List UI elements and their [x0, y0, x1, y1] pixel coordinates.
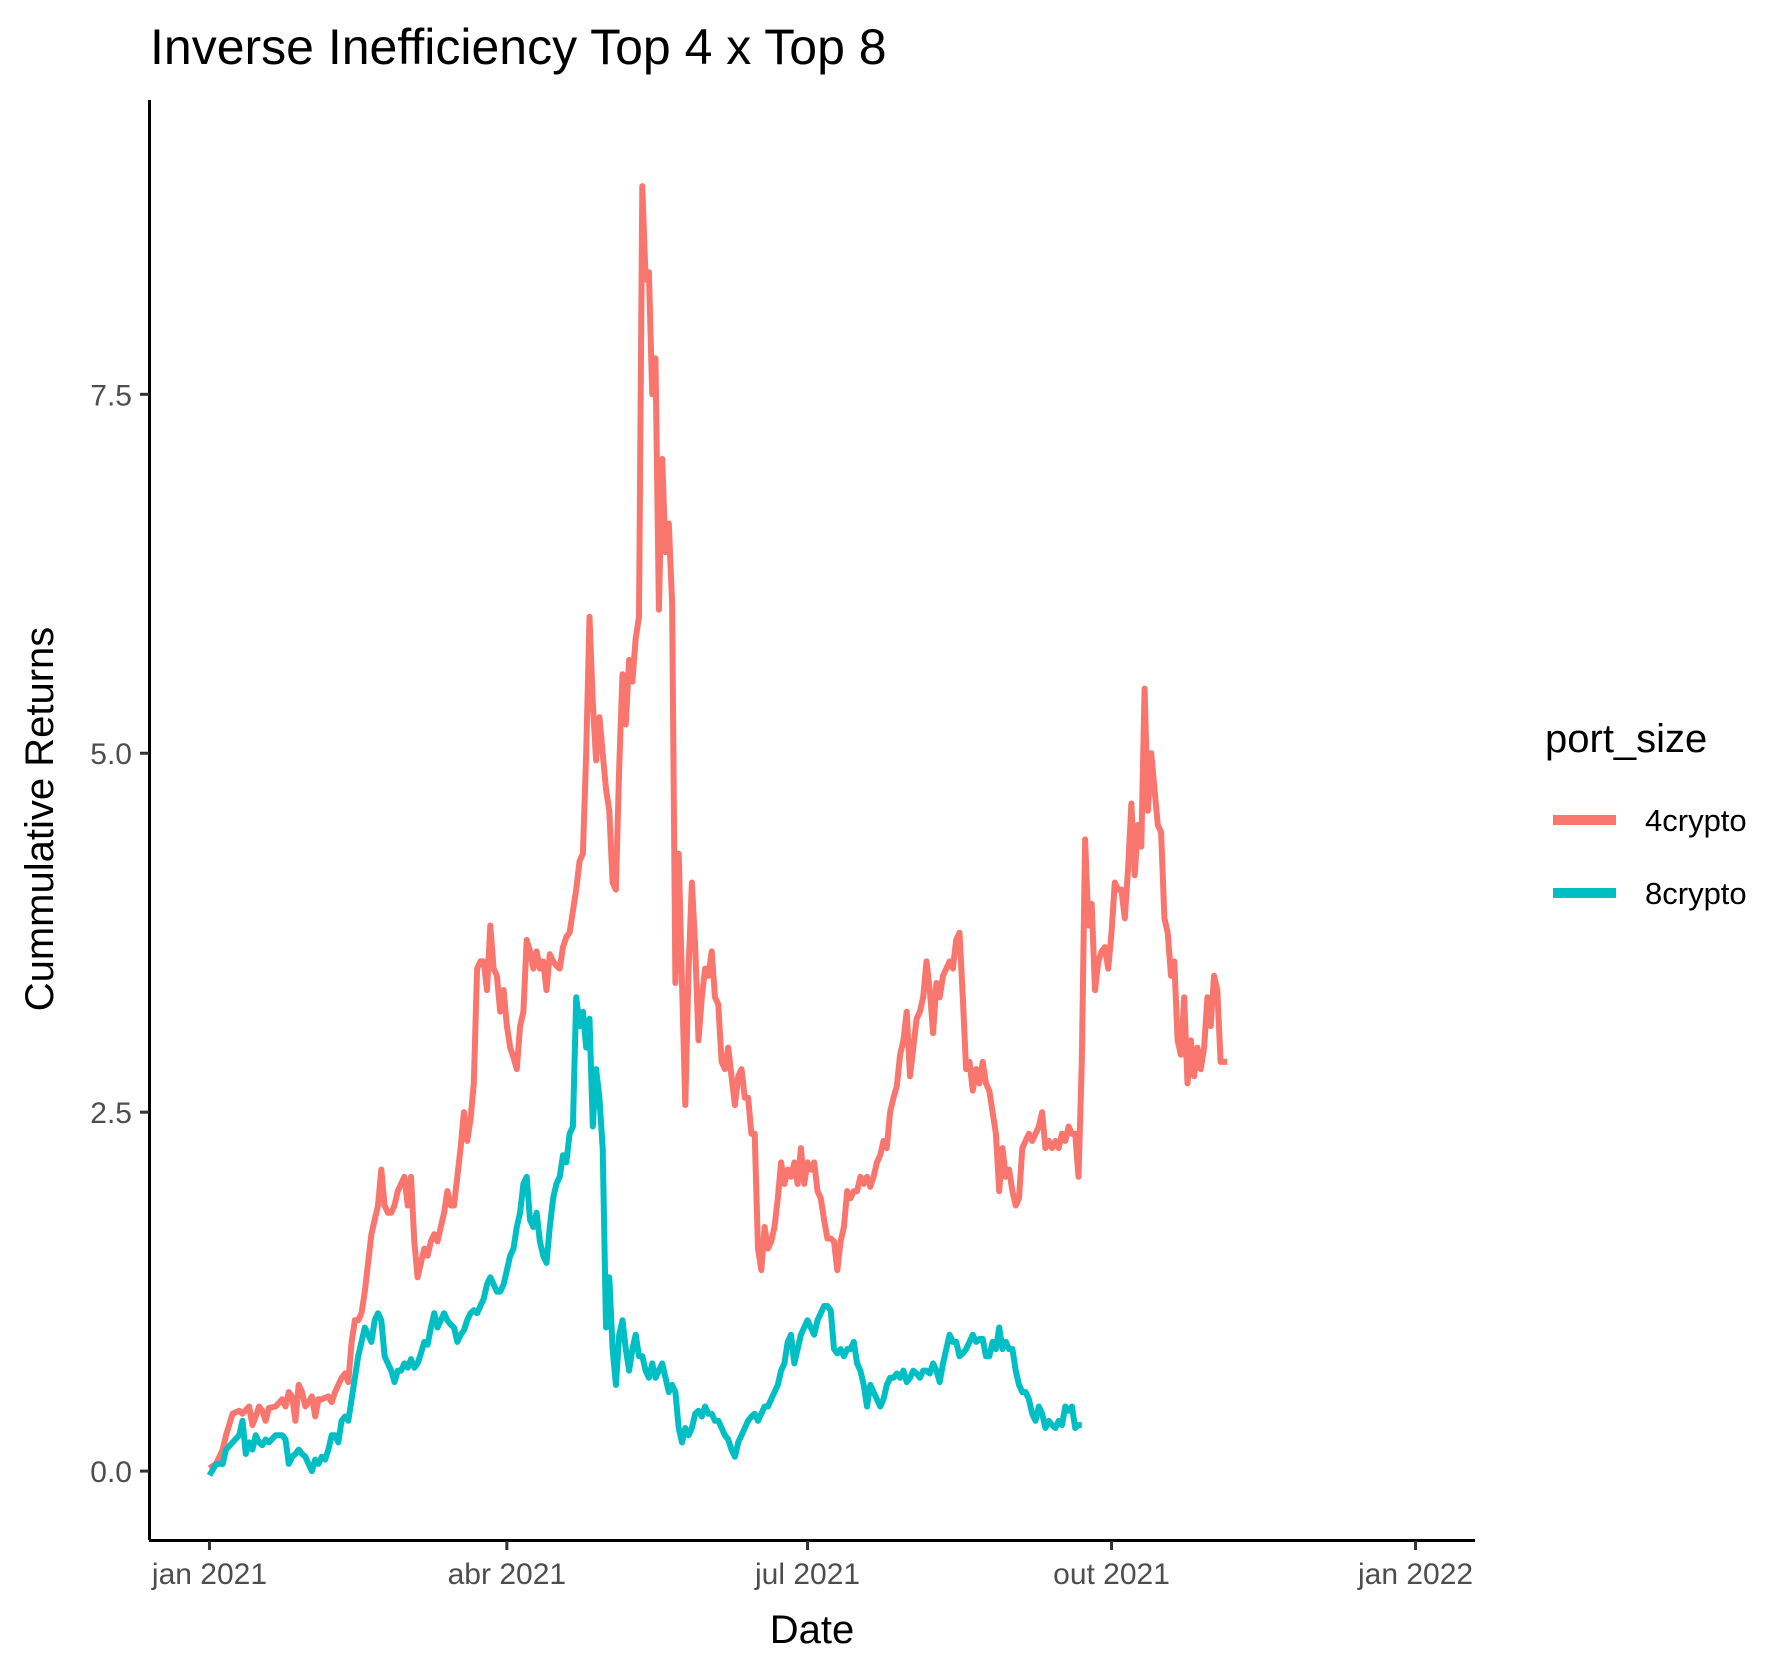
legend-label-4crypto: 4crypto	[1645, 803, 1747, 838]
y-tick-label: 2.5	[90, 1097, 132, 1130]
y-axis-ticks: 0.0 2.5 5.0 7.5	[90, 379, 149, 1489]
legend-label-8crypto: 8crypto	[1645, 876, 1747, 911]
chart-title: Inverse Inefficiency Top 4 x Top 8	[150, 19, 887, 75]
y-tick-label: 7.5	[90, 379, 132, 412]
x-tick-label: out 2021	[1053, 1558, 1170, 1591]
y-axis-title: Cummulative Returns	[18, 627, 62, 1012]
series-line-4crypto	[207, 183, 1228, 1471]
legend: port_size 4crypto 8crypto	[1545, 717, 1747, 911]
x-tick-label: abr 2021	[448, 1558, 566, 1591]
x-tick-label: jan 2022	[1357, 1558, 1473, 1591]
y-tick-label: 0.0	[90, 1456, 132, 1489]
series-line-8crypto	[206, 994, 1082, 1477]
series-layer	[206, 183, 1228, 1477]
x-axis-title: Date	[770, 1608, 855, 1652]
x-axis-ticks: jan 2021 abr 2021 jul 2021 out 2021 jan 2022	[151, 1541, 1473, 1591]
legend-title: port_size	[1545, 717, 1707, 761]
plot-panel: 0.0 2.5 5.0 7.5 jan 2021 abr 2021 jul 2021 out…	[90, 100, 1475, 1591]
x-tick-label: jul 2021	[754, 1558, 860, 1591]
y-tick-label: 5.0	[90, 738, 132, 771]
x-tick-label: jan 2021	[151, 1558, 267, 1591]
